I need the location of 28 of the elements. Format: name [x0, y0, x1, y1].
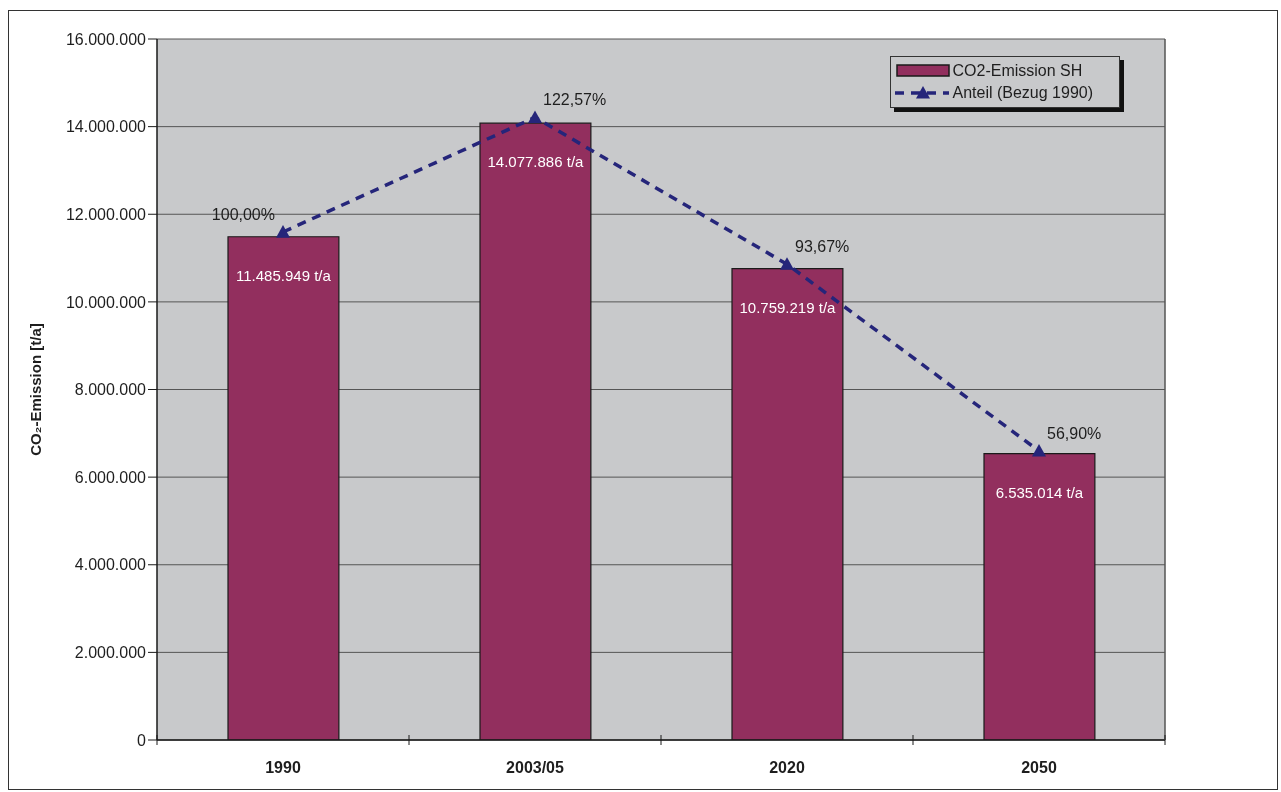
y-tick-label: 16.000.000 [65, 30, 146, 48]
x-tick-label: 2050 [1020, 758, 1057, 776]
y-tick-label: 6.000.000 [74, 468, 146, 486]
y-tick-label: 10.000.000 [65, 293, 146, 311]
x-tick-label: 1990 [264, 758, 301, 776]
point [1031, 443, 1046, 457]
y-tick-label: 4.000.000 [74, 555, 146, 573]
data-label: 10.759.219 t/a [738, 298, 836, 316]
y-tick-label: 12.000.000 [65, 205, 146, 223]
y-tick-label: 14.000.000 [65, 117, 146, 135]
y-axis-title: CO₂-Emission [t/a] [26, 322, 44, 456]
data-label: 93,67% [794, 237, 849, 255]
y-tick-label: 2.000.000 [74, 643, 146, 661]
data-label: 100,00% [211, 205, 275, 223]
y-tick-label: 8.000.000 [74, 380, 146, 398]
x-tick-label: 2020 [768, 758, 805, 776]
legend-label: CO2-Emission SH [952, 61, 1083, 80]
data-label: 56,90% [1046, 424, 1101, 442]
y-tick-label: 0 [136, 731, 146, 749]
x-tick-label: 2003/05 [505, 758, 564, 776]
data-label: 11.485.949 t/a [235, 266, 331, 284]
legend-label: Anteil (Bezug 1990) [952, 83, 1094, 102]
point [527, 109, 542, 123]
data-label: 6.535.014 t/a [995, 483, 1084, 501]
data-label: 14.077.886 t/a [486, 152, 584, 170]
data-label: 122,57% [542, 90, 606, 108]
point [779, 256, 794, 270]
point [275, 224, 290, 238]
